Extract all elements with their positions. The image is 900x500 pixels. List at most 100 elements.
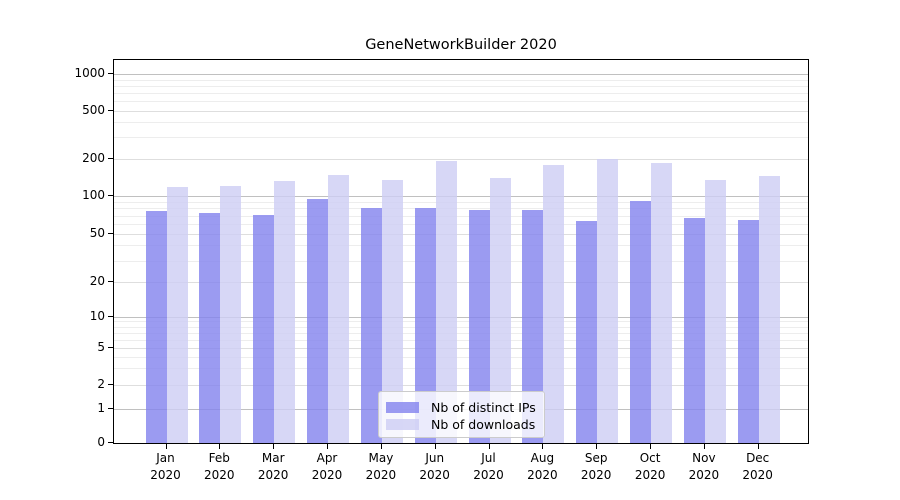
gridline-60 [114,223,808,225]
y-tick-label-20: 20 [89,273,105,288]
gridline-70 [114,215,808,217]
bar-downloads-dec [758,175,780,443]
legend-swatch-downloads [386,419,419,430]
gridline-10 [114,316,808,318]
bar-distinct-ips-dec [737,220,759,443]
y-tick-20 [108,280,113,282]
bar-distinct-ips-feb [199,213,221,443]
bar-distinct-ips-jan [145,211,167,443]
x-tick-apr [327,444,328,449]
gridline-50 [114,233,808,235]
x-tick-label-jan: Jan 2020 [150,451,181,482]
y-tick-500 [108,109,113,111]
x-tick-label-jun: Jun 2020 [419,451,450,482]
x-tick-jun [434,444,436,449]
y-tick-50 [108,232,113,234]
gridline-5 [114,347,808,349]
y-tick-label-5: 5 [97,339,105,354]
gridline-8 [114,326,808,328]
bar-downloads-jan [166,186,188,443]
y-tick-100 [108,195,113,197]
y-tick-2 [108,383,113,385]
bar-downloads-mar [274,180,296,443]
y-tick-1000 [108,73,113,74]
gridline-80 [114,208,808,210]
gridline-500 [114,110,808,112]
gridline-1000 [114,74,808,75]
x-tick-mar [273,444,275,449]
bar-distinct-ips-apr [307,199,328,443]
y-tick-label-1: 1 [97,401,105,416]
gridline-7 [114,332,808,334]
bar-downloads-may [381,179,403,443]
y-tick-5 [108,346,113,348]
bar-downloads-feb [220,186,242,443]
y-tick-label-1000: 1000 [74,66,105,80]
y-tick-200 [108,157,113,159]
x-tick-label-dec: Dec 2020 [742,451,773,482]
x-tick-dec [757,444,759,449]
bar-distinct-ips-sep [576,221,598,443]
x-tick-label-jul: Jul 2020 [473,451,504,482]
x-tick-may [380,444,382,449]
x-tick-label-mar: Mar 2020 [257,451,289,482]
gridline-90 [114,202,808,203]
gridline-20 [114,281,808,283]
y-tick-label-0: 0 [97,435,105,449]
y-tick-1 [108,408,113,410]
x-tick-nov [703,444,705,449]
x-tick-label-feb: Feb 2020 [204,451,235,482]
y-tick-10 [108,315,113,317]
legend-item-downloads: Nb of downloads [386,416,544,433]
x-tick-label-apr: Apr 2020 [311,451,343,482]
x-tick-sep [596,444,598,449]
gridline-3 [114,368,808,370]
x-tick-jul [488,444,490,449]
plot-area [113,59,809,444]
x-tick-label-oct: Oct 2020 [634,451,666,482]
gridline-100 [114,196,808,198]
x-tick-label-aug: Aug 2020 [527,451,558,482]
y-tick-label-2: 2 [97,376,105,391]
bar-distinct-ips-jun [414,208,436,443]
bar-downloads-apr [328,175,349,443]
y-tick-0 [108,442,113,443]
bar-downloads-nov [704,179,726,443]
gridline-6 [114,339,808,341]
y-tick-label-200: 200 [82,150,105,165]
gridline-4 [114,356,808,358]
bar-distinct-ips-jul [468,209,490,443]
bar-distinct-ips-mar [253,214,275,443]
y-tick-label-500: 500 [82,102,105,117]
legend: Nb of distinct IPs Nb of downloads [378,391,545,438]
legend-label-distinct-ips: Nb of distinct IPs [431,400,536,415]
x-tick-label-may: May 2020 [365,451,397,482]
bar-distinct-ips-nov [683,217,705,443]
x-tick-label-sep: Sep 2020 [580,451,612,482]
gridline-900 [114,79,808,81]
x-tick-jan [165,444,167,449]
y-tick-label-100: 100 [82,188,105,203]
legend-label-downloads: Nb of downloads [431,417,536,432]
gridline-800 [114,85,808,87]
bar-downloads-jun [435,161,457,443]
legend-swatch-distinct-ips [386,402,419,413]
x-tick-feb [219,444,221,449]
gridline-2 [114,384,808,386]
bar-downloads-jul [489,177,511,443]
bar-downloads-oct [651,162,673,443]
bar-distinct-ips-aug [522,210,544,443]
gridline-700 [114,92,808,94]
bar-distinct-ips-oct [630,201,652,443]
y-tick-label-10: 10 [89,308,105,323]
gridline-9 [114,321,808,323]
x-tick-label-nov: Nov 2020 [688,451,720,482]
bar-distinct-ips-may [360,207,382,443]
y-tick-label-50: 50 [89,225,105,240]
x-tick-oct [650,444,652,449]
gridline-400 [114,122,808,124]
x-tick-aug [542,444,544,449]
chart-title: GeneNetworkBuilder 2020 [365,37,557,53]
gridline-600 [114,100,808,102]
